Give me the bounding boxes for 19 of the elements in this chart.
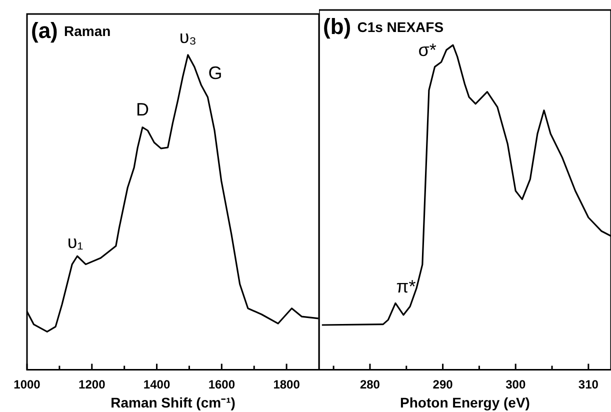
annotation: σ* (418, 40, 436, 60)
x-tick-label: 1400 (143, 377, 170, 392)
annotation: D (136, 99, 149, 120)
annotation: υ₃ (179, 26, 197, 47)
x-axis-title: Raman Shift (cm⁻¹) (110, 394, 236, 410)
annotation: G (208, 63, 222, 84)
annotation: π* (396, 276, 416, 296)
x-axis-title: Photon Energy (eV) (400, 394, 530, 410)
x-tick-label: 310 (578, 377, 599, 392)
x-tick-label: 290 (432, 377, 454, 392)
x-tick-label: 1600 (208, 377, 236, 392)
annotation: υ₁ (67, 232, 84, 252)
x-tick-label: 280 (360, 377, 380, 392)
x-tick-label: 1200 (78, 377, 106, 392)
x-tick-label: 1000 (14, 377, 41, 392)
x-tick-label: 1800 (273, 377, 300, 392)
chart-title: (a) Raman (31, 18, 111, 43)
x-tick-label: 300 (506, 377, 526, 392)
chart-title: (b) C1s NEXAFS (323, 14, 444, 39)
